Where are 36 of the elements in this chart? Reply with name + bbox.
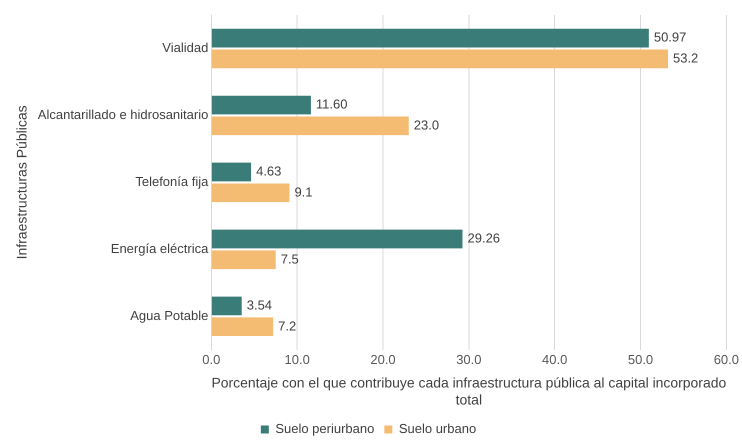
legend-label: Suelo urbano (398, 421, 476, 436)
bar (212, 317, 274, 336)
y-tick-label: Vialidad (162, 40, 208, 56)
bar (212, 183, 290, 202)
data-label: 3.54 (246, 298, 272, 313)
x-tick-label: 60.0 (714, 352, 740, 368)
y-tick-label: Agua Potable (130, 308, 208, 323)
x-tick-label: 30.0 (456, 352, 482, 368)
bar (212, 50, 668, 68)
bar (212, 96, 311, 114)
x-tick-label: 0.0 (202, 352, 220, 368)
x-tick-label: 10.0 (284, 352, 310, 368)
bar (212, 162, 252, 182)
legend-label: Suelo periurbano (275, 421, 374, 436)
data-label: 53.2 (672, 50, 698, 66)
bar (212, 28, 649, 48)
x-tick-label: 40.0 (542, 352, 568, 368)
bar (212, 296, 242, 316)
y-axis-title: Infraestructuras Públicas (13, 105, 30, 260)
y-tick-label: Telefonía fija (135, 174, 210, 189)
x-tick-label: 50.0 (628, 352, 654, 368)
bar (212, 250, 276, 270)
bar (212, 116, 409, 136)
data-label: 50.97 (654, 30, 686, 45)
x-axis-title: Porcentaje con el que contribuye cada infraestructura pública al capital incorporado total (211, 374, 726, 408)
data-label: 7.5 (280, 251, 299, 266)
data-label: 23.0 (414, 117, 440, 132)
data-label: 4.63 (256, 164, 282, 179)
y-tick-label: Energía eléctrica (110, 240, 210, 256)
y-tick-label: Alcantarillado e hidrosanitario (38, 107, 208, 122)
data-label: 11.60 (316, 96, 348, 112)
data-label: 9.1 (294, 184, 313, 200)
data-label: 29.26 (467, 230, 500, 246)
x-tick-label: 20.0 (370, 352, 396, 368)
bar (212, 230, 462, 248)
data-label: 7.2 (278, 318, 296, 334)
